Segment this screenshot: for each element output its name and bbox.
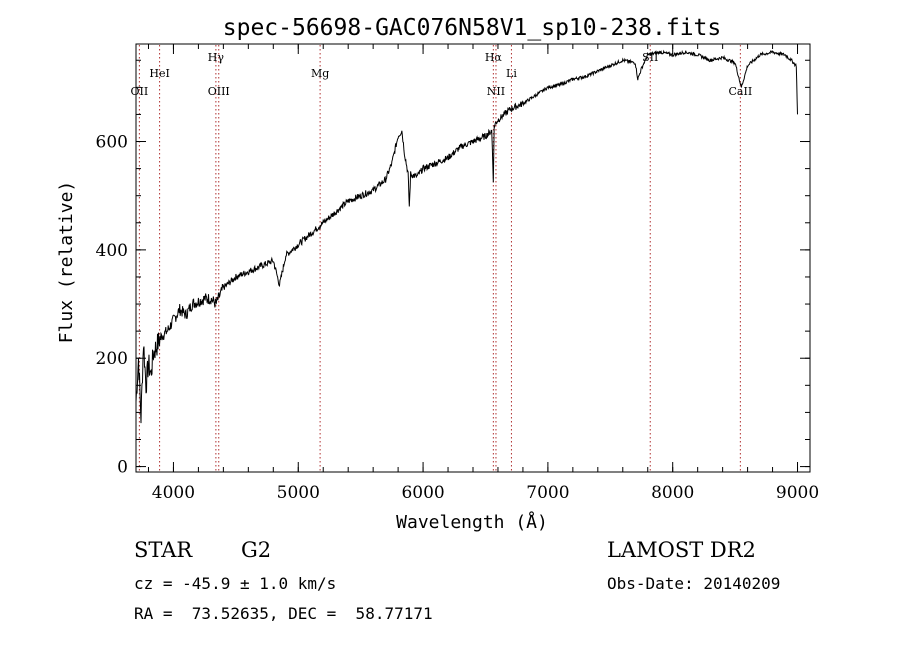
reference-line-label: HeI (149, 67, 169, 80)
x-tick-label: 6000 (401, 483, 444, 503)
x-axis-ticks: 4000 5000 6000 7000 8000 9000 (147, 44, 819, 503)
y-axis-label: Flux (relative) (56, 181, 77, 344)
velocity-readout: cz = -45.9 ± 1.0 km/s (134, 574, 337, 593)
object-subclass: G2 (241, 538, 272, 562)
observation-date: Obs-Date: 20140209 (607, 574, 781, 593)
chart-title: spec-56698-GAC076N58V1_sp10-238.fits (223, 15, 722, 41)
y-tick-label: 600 (96, 133, 128, 153)
reference-line-label: OIII (208, 85, 230, 98)
x-tick-label: 8000 (651, 483, 694, 503)
reference-line-label: CaII (729, 85, 753, 98)
y-tick-label: 400 (96, 241, 128, 261)
y-tick-label: 0 (117, 458, 128, 478)
reference-line-label: NII (487, 85, 505, 98)
object-class: STAR (134, 538, 193, 562)
x-tick-label: 7000 (526, 483, 569, 503)
x-axis-label: Wavelength (Å) (396, 511, 548, 533)
reference-line-label: Hα (485, 51, 503, 64)
coordinates-readout: RA = 73.52635, DEC = 58.77171 (134, 604, 433, 623)
survey-name: LAMOST DR2 (607, 538, 756, 562)
x-tick-label: 4000 (152, 483, 195, 503)
x-tick-label: 5000 (277, 483, 320, 503)
plot-frame (135, 43, 811, 473)
spectrum-series-line (135, 49, 798, 424)
reference-line-label: Mg (311, 67, 329, 80)
reference-line-label: Li (506, 67, 517, 80)
reference-line-label: OII (131, 85, 149, 98)
y-axis-ticks: 0 200 400 600 (96, 59, 810, 478)
reference-line-label: SII (642, 51, 658, 64)
x-tick-label: 9000 (776, 483, 819, 503)
y-tick-label: 200 (96, 349, 128, 369)
reference-line-label: Hγ (208, 51, 225, 64)
